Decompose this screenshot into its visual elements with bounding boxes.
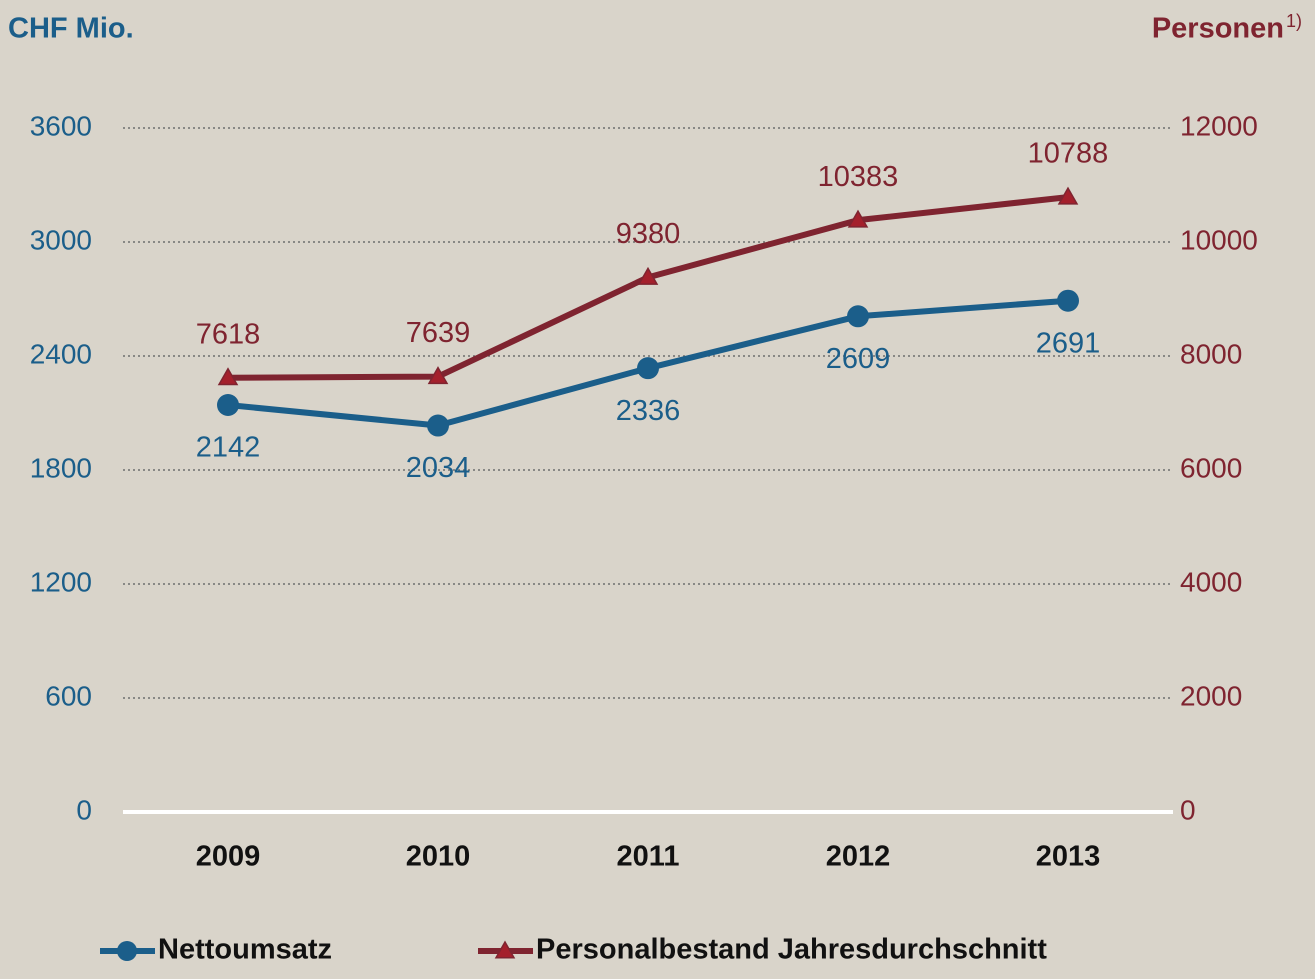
data-label: 2609 <box>826 343 891 375</box>
x-tick-label: 2013 <box>1036 841 1101 873</box>
y2-axis-note: 1) <box>1286 11 1302 31</box>
data-label: 2336 <box>616 395 681 427</box>
data-label: 2691 <box>1036 327 1101 359</box>
data-label: 7618 <box>196 318 261 350</box>
y-tick-label: 0 <box>76 794 92 825</box>
y-tick-label: 3600 <box>30 110 92 141</box>
x-tick-label: 2010 <box>406 841 471 873</box>
legend-marker <box>494 940 516 959</box>
y-tick-label: 1800 <box>30 452 92 483</box>
y-tick-label: 2400 <box>30 338 92 369</box>
data-point <box>847 305 869 328</box>
data-point <box>637 266 659 285</box>
x-tick-label: 2009 <box>196 841 261 873</box>
y-tick-label: 3000 <box>30 224 92 255</box>
y-tick-label: 600 <box>45 680 92 711</box>
y-axis-title: CHF Mio. <box>8 13 134 45</box>
data-point <box>637 357 659 380</box>
legend-label: Personalbestand Jahresdurchschnitt <box>536 934 1047 966</box>
data-label: 10788 <box>1028 138 1109 170</box>
y2-tick-label: 6000 <box>1180 452 1242 483</box>
y2-tick-label: 4000 <box>1180 566 1242 597</box>
data-point <box>217 367 239 386</box>
y2-axis-title: Personen <box>1152 13 1284 45</box>
data-point <box>427 366 449 385</box>
data-point <box>427 414 449 437</box>
data-label: 10383 <box>818 161 899 193</box>
data-label: 9380 <box>616 218 681 250</box>
legend-label: Nettoumsatz <box>158 934 332 966</box>
y2-tick-label: 0 <box>1180 794 1196 825</box>
data-point <box>1057 289 1079 312</box>
data-point <box>217 394 239 417</box>
legend-marker <box>117 941 137 961</box>
data-point <box>847 209 869 228</box>
x-tick-label: 2011 <box>617 841 680 873</box>
y2-tick-label: 12000 <box>1180 110 1258 141</box>
y2-tick-label: 10000 <box>1180 224 1258 255</box>
data-label: 2142 <box>196 432 261 464</box>
y2-tick-label: 2000 <box>1180 680 1242 711</box>
y-tick-label: 1200 <box>30 566 92 597</box>
y2-tick-label: 8000 <box>1180 338 1242 369</box>
x-tick-label: 2012 <box>826 841 891 873</box>
data-point <box>1057 186 1079 205</box>
data-label: 7639 <box>406 317 471 349</box>
data-label: 2034 <box>406 452 471 484</box>
